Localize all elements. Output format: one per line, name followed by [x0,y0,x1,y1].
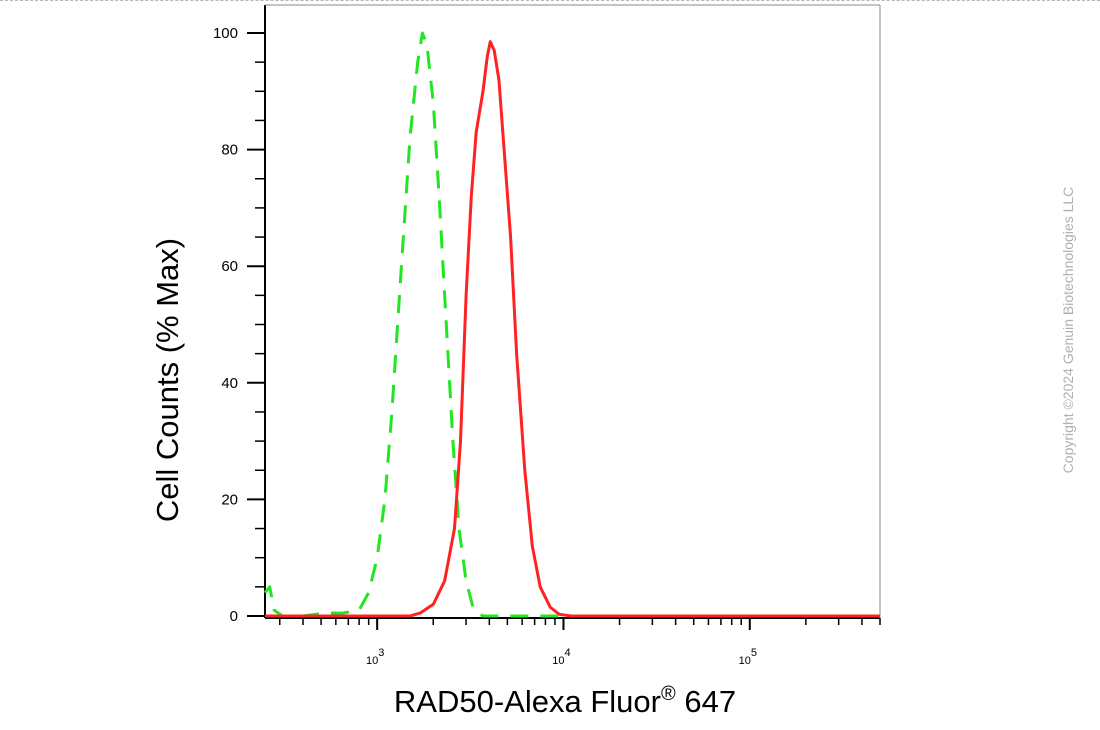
series-layer [263,31,880,618]
x-tick-label: 103 [366,647,384,667]
y-axis-title: Cell Counts (% Max) [150,238,185,522]
y-axis: 0 20 40 60 80 100 [213,25,265,625]
y-tick-label: 20 [221,491,238,508]
y-tick-label: 60 [221,258,238,275]
y-tick-label: 40 [221,375,238,392]
x-tick-label: 105 [739,647,757,667]
plot-frame [264,4,881,619]
y-tick-label: 80 [221,142,238,159]
x-axis-title-end: 647 [676,684,736,719]
sample-curve-solid [265,40,880,618]
control-curve-dashed [263,31,880,618]
x-axis: 103 104 105 [279,618,881,667]
x-tick-label: 104 [552,647,570,667]
x-axis-title-main: RAD50-Alexa Fluor [394,684,661,719]
x-axis-title: RAD50-Alexa Fluor® 647 [394,683,736,719]
y-tick-label: 0 [230,608,238,625]
x-axis-title-registered: ® [661,683,676,705]
copyright-notice: Copyright ©2024 Genuin Biotechnologies L… [1060,186,1076,474]
top-dashed-border [0,0,1100,1]
y-tick-label: 100 [213,25,238,42]
